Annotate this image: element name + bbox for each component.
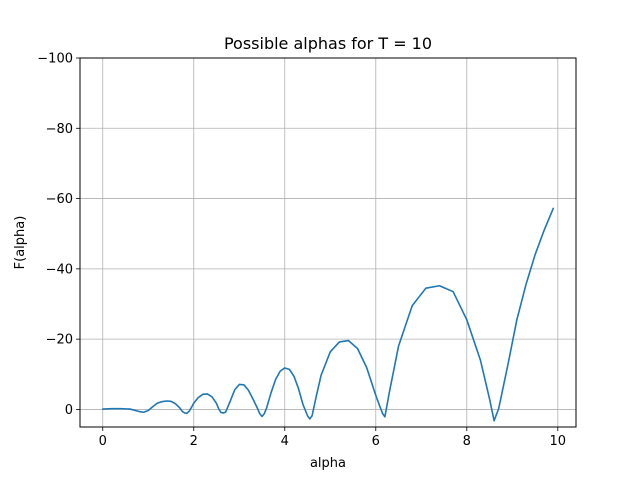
y-axis-label: F(alpha) — [13, 216, 28, 270]
axes-frame — [79, 57, 577, 428]
y-tick-label: −80 — [46, 122, 73, 137]
x-axis-label: alpha — [310, 456, 346, 471]
y-tick-label: −40 — [46, 262, 73, 277]
ticks: 0 2 4 6 8 10 0 −20 −40 −60 −80 −100 — [37, 52, 566, 450]
x-tick-label: 8 — [463, 434, 471, 449]
x-tick-label: 10 — [550, 434, 567, 449]
x-tick-label: 4 — [281, 434, 289, 449]
y-tick-label: −20 — [46, 333, 73, 348]
x-tick-label: 0 — [99, 434, 107, 449]
y-tick-label: −100 — [37, 52, 73, 67]
y-tick-label: −60 — [46, 192, 73, 207]
x-tick-label: 2 — [190, 434, 198, 449]
x-tick-label: 6 — [372, 434, 380, 449]
plot-area — [101, 207, 555, 422]
series-line — [101, 207, 555, 422]
chart-title: Possible alphas for T = 10 — [224, 34, 432, 53]
y-tick-label: 0 — [65, 403, 73, 418]
